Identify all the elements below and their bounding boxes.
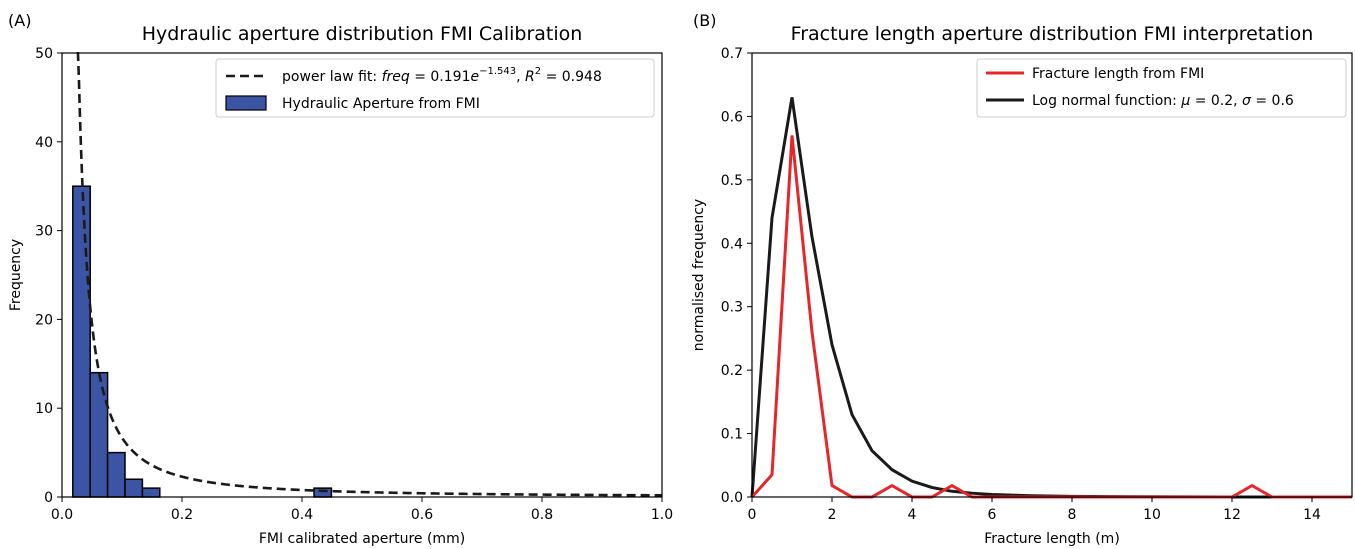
x-tick-label: 14 xyxy=(1303,507,1321,523)
panel-b-legend: Fracture length from FMI Log normal func… xyxy=(976,58,1347,118)
y-tick-label: 40 xyxy=(35,135,53,151)
histogram-bar xyxy=(141,487,161,498)
panel-b-x-ticks: 0 2 4 6 8 10 12 14 xyxy=(748,497,1321,523)
panel-b-label: (B) xyxy=(693,11,716,30)
y-tick-label: 0.0 xyxy=(721,490,743,506)
panel-b-plot-frame xyxy=(751,52,1353,498)
panel-a-title: Hydraulic aperture distribution FMI Cali… xyxy=(142,23,583,45)
panel-b-title: Fracture length aperture distribution FM… xyxy=(791,23,1314,45)
legend-bar-swatch-icon xyxy=(225,95,267,111)
panel-a-y-ticks: 0 10 20 30 40 50 xyxy=(35,46,62,506)
x-tick-label: 0 xyxy=(748,507,757,523)
x-tick-label: 10 xyxy=(1143,507,1161,523)
legend-bar-label: Hydraulic Aperture from FMI xyxy=(282,96,480,112)
y-tick-label: 50 xyxy=(35,46,53,62)
y-tick-label: 0.4 xyxy=(721,236,743,252)
x-tick-label: 6 xyxy=(988,507,997,523)
power-law-fit-line xyxy=(76,51,662,497)
panel-b-y-ticks: 0.0 0.1 0.2 0.3 0.4 0.5 0.6 0.7 xyxy=(721,46,752,506)
panel-a-fit-curve xyxy=(76,51,662,497)
fracture-length-series-line xyxy=(750,135,1352,499)
x-tick-label: 4 xyxy=(908,507,917,523)
x-tick-label: 12 xyxy=(1223,507,1241,523)
y-tick-label: 0.6 xyxy=(721,109,743,125)
histogram-bar xyxy=(72,185,91,498)
x-tick-label: 0.0 xyxy=(51,507,73,523)
panel-b-lines xyxy=(750,97,1352,499)
panel-b: (B) Fracture length aperture distributio… xyxy=(691,11,1353,547)
panel-a-y-axis-label: Frequency xyxy=(8,239,24,311)
panel-a-x-axis-label: FMI calibrated aperture (mm) xyxy=(259,531,465,547)
y-tick-label: 0.2 xyxy=(721,363,743,379)
panel-b-legend-frame xyxy=(976,58,1347,118)
x-tick-label: 1.0 xyxy=(651,507,673,523)
x-tick-label: 8 xyxy=(1068,507,1077,523)
x-tick-label: 0.4 xyxy=(291,507,313,523)
panel-a-label: (A) xyxy=(8,11,31,30)
panel-b-y-axis-label: normalised frequency xyxy=(691,199,707,351)
panel-a-x-ticks: 0.0 0.2 0.4 0.6 0.8 1.0 xyxy=(51,497,673,523)
histogram-bar xyxy=(106,451,126,498)
panel-b-x-axis-label: Fracture length (m) xyxy=(984,531,1120,547)
y-tick-label: 0 xyxy=(44,490,53,506)
y-tick-label: 0.3 xyxy=(721,300,743,316)
y-tick-label: 0.5 xyxy=(721,173,743,189)
histogram-bar xyxy=(124,478,144,498)
panel-a-legend-frame xyxy=(215,58,655,118)
legend-red-label: Fracture length from FMI xyxy=(1032,66,1204,82)
panel-a-legend: power law fit: freq = 0.191e−1.543, R2 =… xyxy=(215,58,655,118)
y-tick-label: 30 xyxy=(35,224,53,240)
panel-a: (A) Hydraulic aperture distribution FMI … xyxy=(8,11,673,547)
x-tick-label: 0.2 xyxy=(171,507,193,523)
y-tick-label: 20 xyxy=(35,312,53,328)
histogram-bar xyxy=(89,371,109,498)
legend-black-label: Log normal function: μ = 0.2, σ = 0.6 xyxy=(1032,93,1294,109)
x-tick-label: 2 xyxy=(828,507,837,523)
y-tick-label: 0.7 xyxy=(721,46,743,62)
y-tick-label: 0.1 xyxy=(721,427,743,443)
panel-a-plot-frame xyxy=(61,52,663,498)
legend-fit-label: power law fit: freq = 0.191e−1.543, R2 =… xyxy=(282,66,602,85)
y-tick-label: 10 xyxy=(35,401,53,417)
log-normal-series-line xyxy=(750,97,1352,499)
histogram-bar xyxy=(313,487,333,498)
x-tick-label: 0.6 xyxy=(411,507,433,523)
panel-a-bars xyxy=(72,185,333,498)
x-tick-label: 0.8 xyxy=(531,507,553,523)
